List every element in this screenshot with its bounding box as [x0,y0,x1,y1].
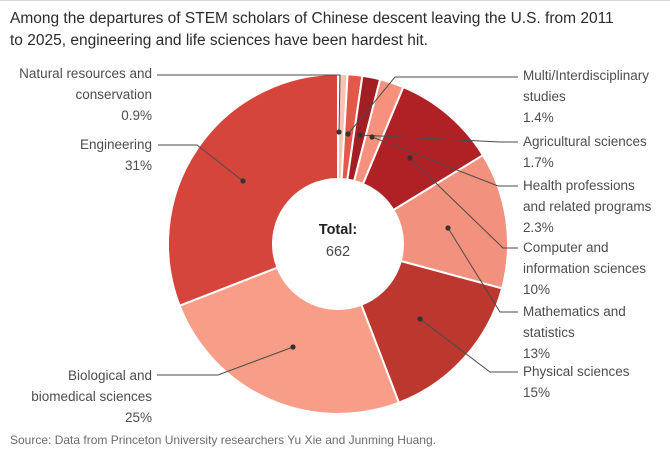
slice-label-value: 31% [124,158,152,173]
leader-dot-mathematics-statistics [445,225,451,231]
slice-mathematics-statistics [392,153,509,290]
slice-label-value: 1.7% [523,155,554,170]
slice-label-text: Computer and information sciences [523,240,647,276]
slice-engineering [167,72,339,307]
leader-line-computer-information [409,157,518,249]
slice-label-text: Multi/Interdisciplinary studies [523,68,650,104]
leader-line-biological-biomedical [157,346,294,376]
slice-label-text: Health professions and related programs [523,178,652,214]
donut-center-text: Total: 662 [258,219,418,263]
total-label: Total: [318,222,358,238]
slice-physical-sciences [359,259,504,405]
slice-label-text: Physical sciences [523,364,630,379]
leader-dot-natural-resources [336,129,342,135]
chart-title-line2: to 2025, engineering and life sciences h… [10,32,428,49]
slice-label-value: 13% [523,346,551,361]
leader-line-natural-resources [157,74,341,133]
leader-dot-engineering [240,178,246,184]
slice-label-text: Mathematics and statistics [523,304,626,340]
leader-dot-computer-information [407,155,413,161]
slice-label-text: Biological and biomedical sciences [31,368,152,404]
slice-label-value: 0.9% [121,108,152,123]
slice-label-engineering: Engineering 31% [12,134,152,176]
slice-label-text: Engineering [79,137,152,152]
slice-label-health-professions: Health professions and related programs 2… [523,175,656,238]
chart-title: Among the departures of STEM scholars of… [10,8,665,52]
slice-label-value: 1.4% [523,110,554,125]
slice-label-text: Natural resources and conservation [19,66,152,102]
leader-dot-agricultural-sciences [357,132,363,138]
leader-dot-physical-sciences [417,316,423,322]
slice-label-biological-biomedical: Biological and biomedical sciences 25% [0,365,152,428]
total-value: 662 [325,244,351,260]
leader-line-multi-interdisciplinary [347,76,518,135]
leader-line-agricultural-sciences [359,134,518,143]
slice-label-computer-information: Computer and information sciences 10% [523,237,658,300]
slice-label-value: 2.3% [523,220,554,235]
leader-dot-health-professions [369,134,375,140]
slice-label-physical-sciences: Physical sciences 15% [523,361,658,403]
leader-line-engineering [158,144,244,182]
leader-dot-multi-interdisciplinary [345,131,351,137]
leader-line-physical-sciences [419,318,518,373]
chart-title-line1: Among the departures of STEM scholars of… [10,10,614,27]
slice-label-natural-resources: Natural resources and conservation 0.9% [12,63,152,126]
slice-label-value: 15% [523,385,551,400]
slice-label-mathematics-statistics: Mathematics and statistics 13% [523,301,658,364]
leader-line-health-professions [371,136,518,187]
slice-biological-biomedical [178,266,401,415]
slice-label-value: 25% [124,410,152,425]
slice-label-text: Agricultural sciences [523,134,647,149]
slice-label-multi-interdisciplinary: Multi/Interdisciplinary studies 1.4% [523,65,670,128]
leader-line-mathematics-statistics [447,227,518,313]
slice-label-value: 10% [523,282,551,297]
source-note: Source: Data from Princeton University r… [10,433,436,447]
leader-dot-biological-biomedical [290,344,296,350]
slice-label-agricultural-sciences: Agricultural sciences 1.7% [523,131,668,173]
